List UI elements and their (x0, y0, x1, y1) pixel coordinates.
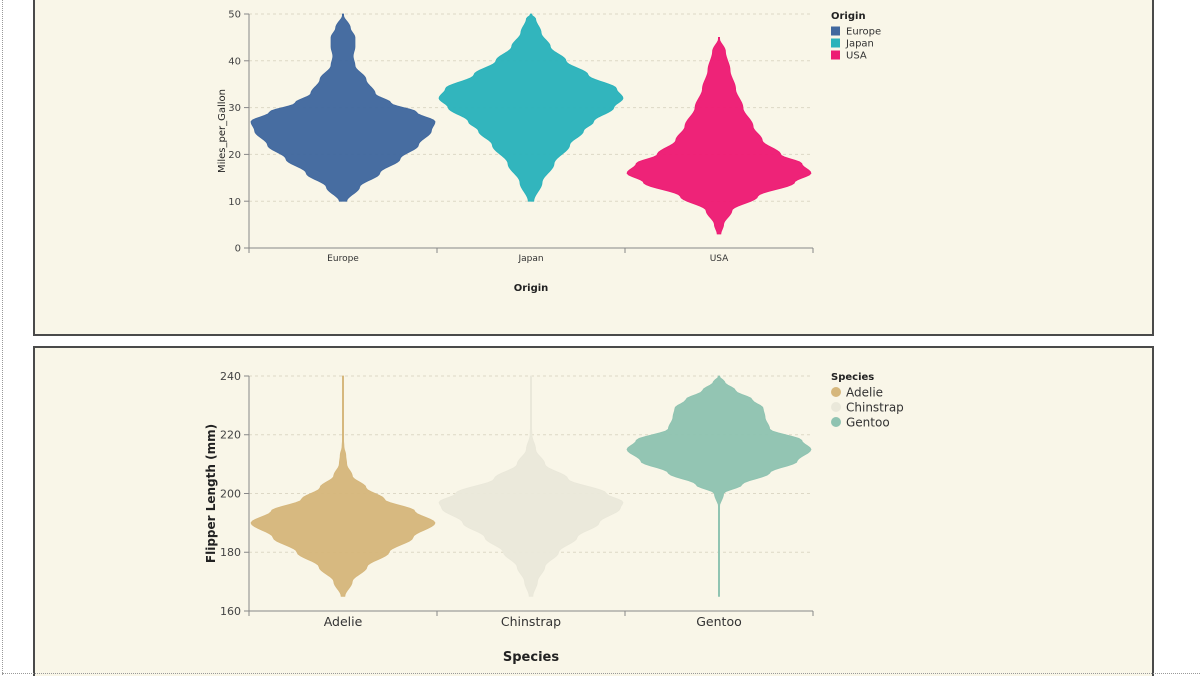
violin-chinstrap (438, 375, 624, 597)
legend-item: Europe (846, 27, 881, 38)
axis-labels: 0 10 20 30 40 50 Europe Japan USA Origin Miles_per… (217, 10, 729, 294)
legend-swatch (831, 417, 841, 427)
legend-swatch (831, 50, 840, 60)
axes (244, 13, 814, 253)
legend-title: Species (831, 372, 874, 383)
y-axis-title: Miles_per_Gallon (217, 89, 228, 173)
axes (244, 375, 814, 616)
legend-swatch (831, 26, 840, 36)
violin-usa (626, 37, 812, 235)
y-tick-label: 0 (235, 244, 241, 255)
x-tick-label: Europe (327, 254, 359, 264)
x-axis-title: Species (503, 650, 559, 665)
chart-panel-flipper: 160 180 200 220 240 Adelie Chinstrap Gentoo Spec… (33, 346, 1154, 676)
y-tick-label: 20 (228, 150, 241, 161)
axis-labels: 160 180 200 220 240 Adelie Chinstrap Gentoo Spec… (204, 370, 742, 665)
y-tick-label: 160 (220, 605, 241, 618)
legend-item: Japan (845, 39, 874, 50)
y-tick-label: 50 (228, 10, 241, 21)
legend-item: USA (846, 51, 867, 62)
violin-marks (250, 375, 812, 597)
x-tick-label: Japan (517, 254, 543, 264)
page-border-left (2, 0, 3, 675)
x-tick-label: USA (710, 254, 729, 264)
y-axis-title: Flipper Length (mm) (204, 424, 218, 563)
y-tick-label: 10 (228, 197, 241, 208)
x-tick-label: Chinstrap (501, 614, 561, 629)
violin-europe (250, 13, 436, 202)
y-tick-label: 200 (220, 487, 241, 500)
y-tick-label: 30 (228, 103, 241, 114)
y-tick-label: 40 (228, 56, 241, 67)
chart-panel-mpg: 0 10 20 30 40 50 Europe Japan USA Origin Miles_per… (33, 0, 1154, 336)
x-axis-title: Origin (514, 283, 549, 294)
legend-item: Chinstrap (846, 400, 904, 414)
y-tick-label: 240 (220, 370, 241, 383)
x-tick-label: Adelie (324, 614, 363, 629)
legend-item: Gentoo (846, 415, 890, 429)
violin-adelie (250, 375, 436, 597)
legend-title: Origin (831, 11, 866, 22)
legend-swatch (831, 38, 840, 48)
page-border-bottom (2, 673, 1200, 674)
legend-swatch (831, 402, 841, 412)
y-tick-label: 220 (220, 429, 241, 442)
violin-japan (438, 13, 624, 202)
violin-gentoo (626, 375, 812, 597)
violin-marks (250, 13, 812, 235)
legend-item: Adelie (846, 385, 883, 399)
y-tick-label: 180 (220, 546, 241, 559)
legend-swatch (831, 387, 841, 397)
x-tick-label: Gentoo (696, 614, 742, 629)
